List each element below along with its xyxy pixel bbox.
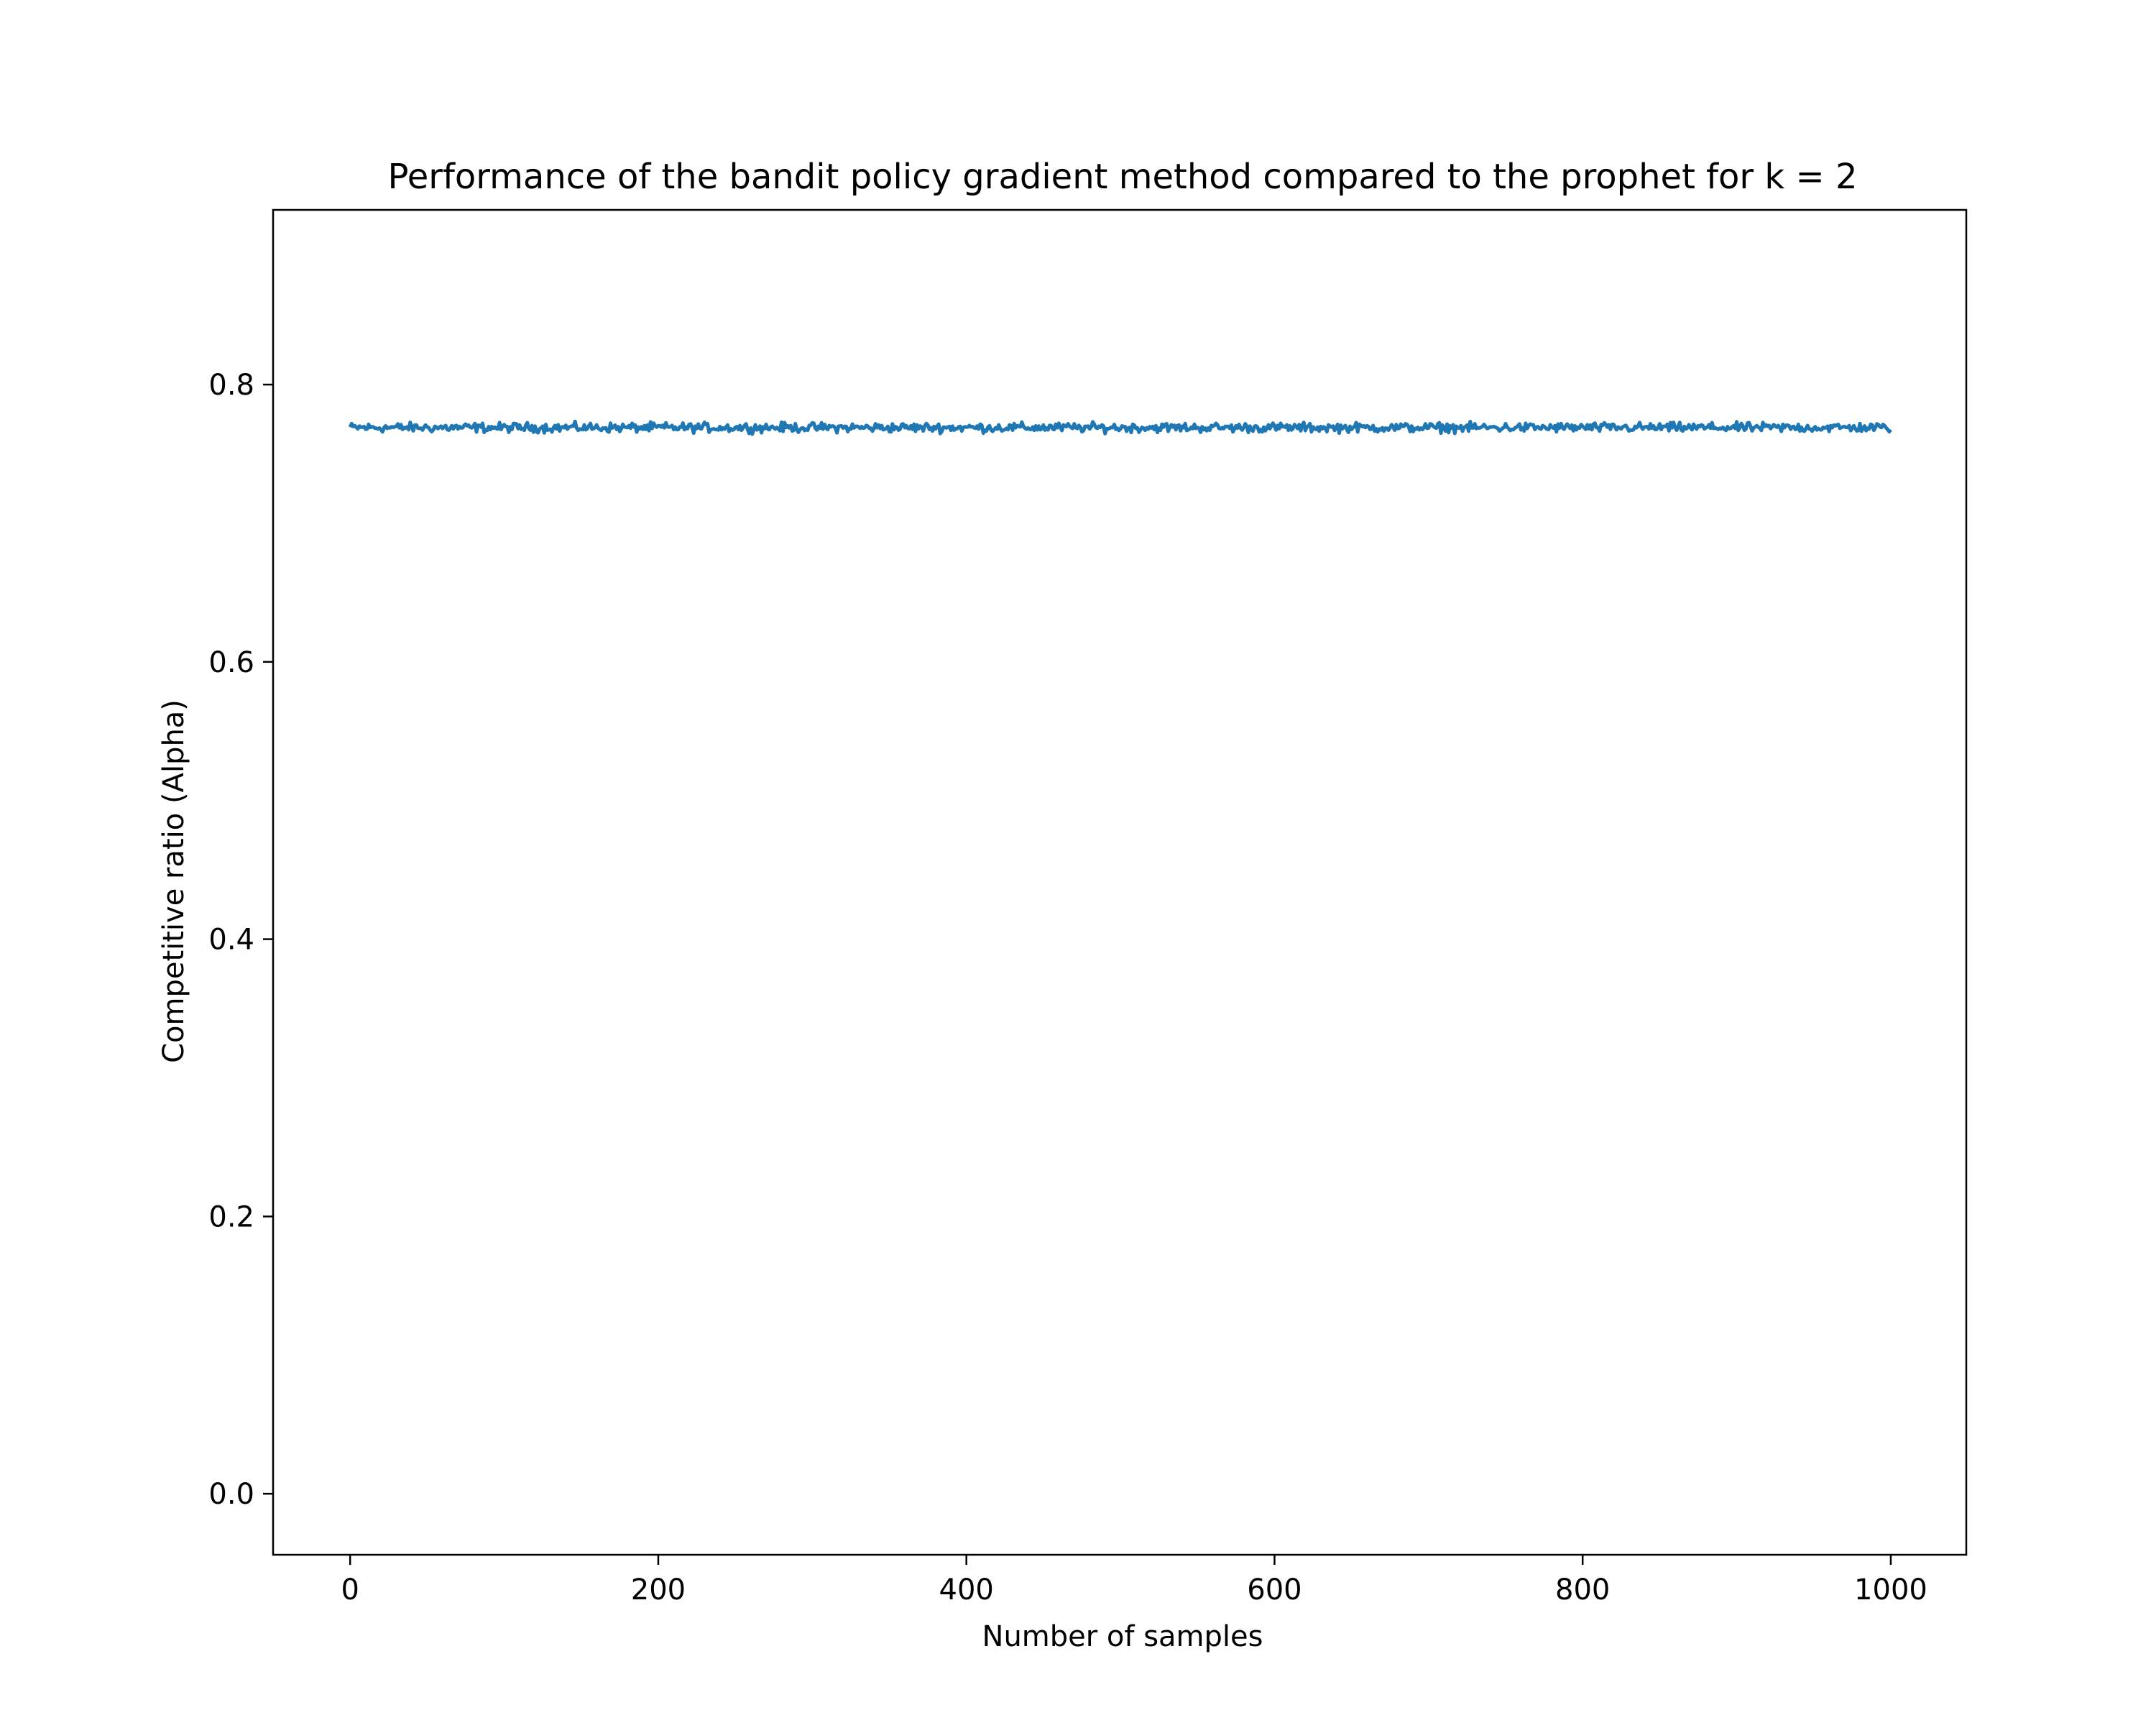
x-tick-label: 200: [631, 1573, 686, 1607]
x-tick-label: 600: [1247, 1573, 1302, 1607]
plot-area: 0 200 400 600 800 1000 0.0 0.2 0.4 0.6 0.8: [208, 208, 1968, 1607]
y-tick-label: 0.2: [208, 1200, 254, 1233]
y-tick-label: 0.4: [208, 924, 254, 957]
chart-title: Performance of the bandit policy gradien…: [388, 157, 1858, 197]
plot-frame: [272, 208, 1968, 1556]
x-tick-label: 1000: [1854, 1573, 1927, 1607]
y-tick-label: 0.8: [208, 369, 254, 402]
x-tick-label: 400: [939, 1573, 994, 1607]
y-tick-label: 0.6: [208, 646, 254, 679]
x-tick-label: 800: [1555, 1573, 1610, 1607]
x-tick-label: 0: [341, 1573, 359, 1607]
x-axis-label: Number of samples: [982, 1620, 1263, 1653]
y-axis-label: Competitive ratio (Alpha): [157, 699, 190, 1063]
series-line: [348, 419, 1892, 436]
y-tick-label: 0.0: [208, 1478, 254, 1511]
